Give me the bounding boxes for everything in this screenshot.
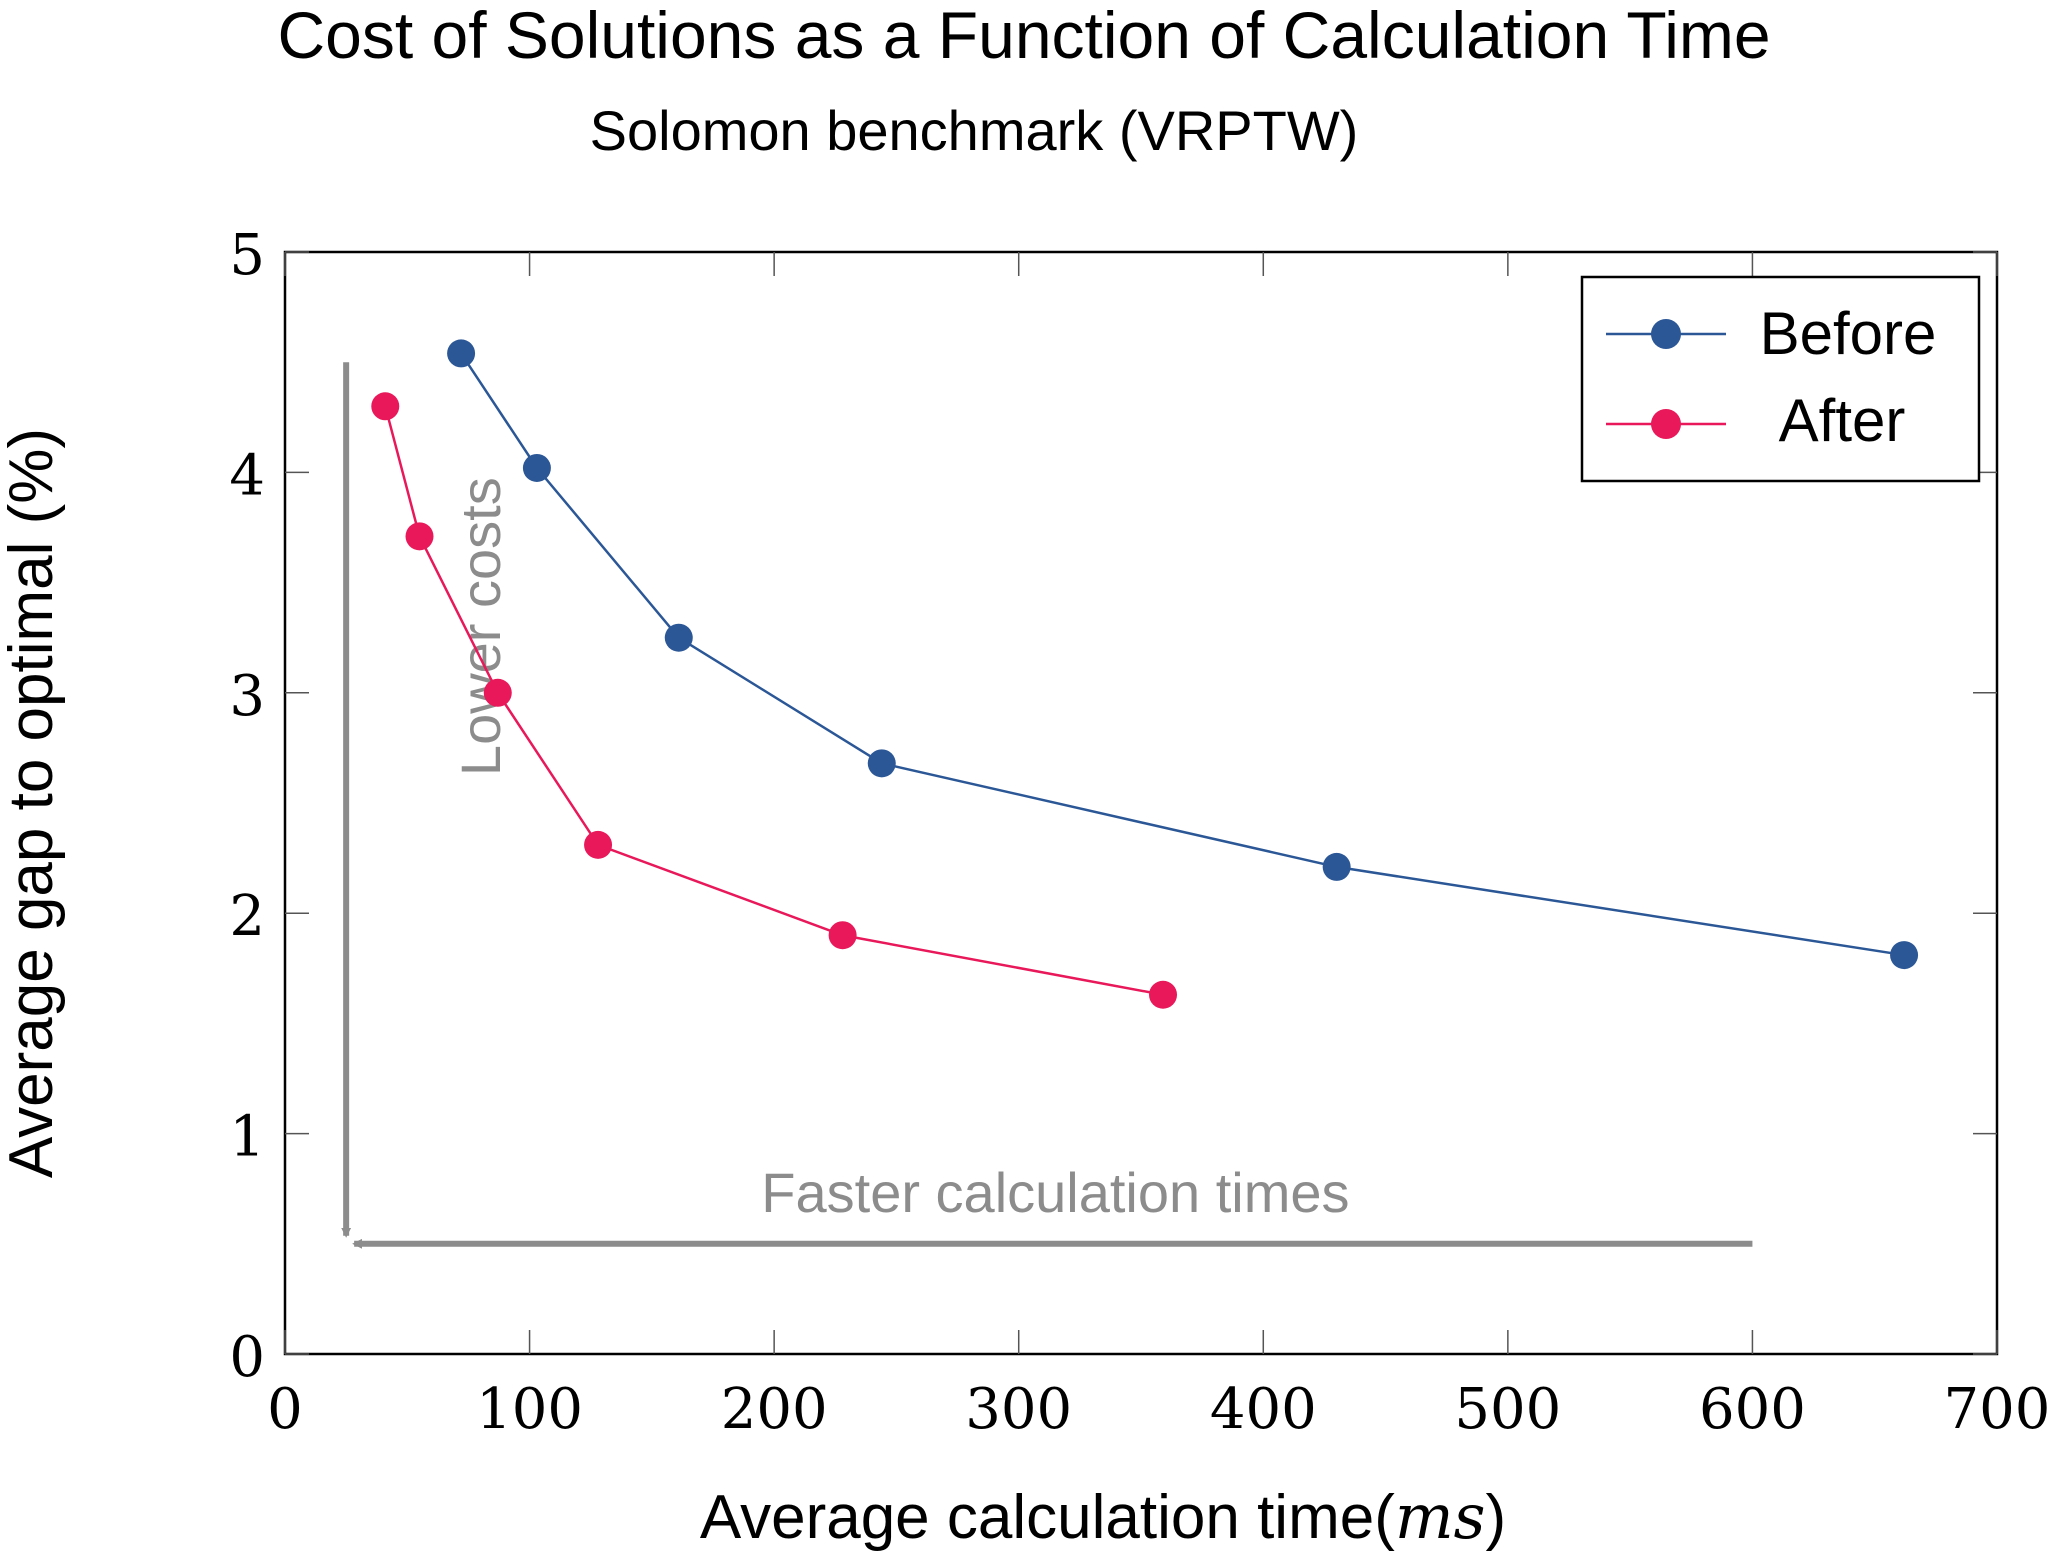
series-line-after — [384, 405, 1164, 996]
x-tick-label: 700 — [1944, 1377, 2048, 1442]
legend-box — [1580, 275, 1981, 483]
legend: Before After — [1580, 275, 1981, 483]
plot-frame — [283, 250, 1999, 1356]
series-line-before — [460, 352, 1905, 957]
data-point-before — [522, 453, 551, 482]
x-tick-label: 500 — [1454, 1377, 1561, 1442]
x-tick-label: 400 — [1210, 1377, 1317, 1442]
data-point-before — [1322, 852, 1351, 881]
legend-marker-before — [1651, 319, 1681, 349]
x-axis-label: Average calculation time(ms) — [700, 1480, 1506, 1553]
x-tick-label: 0 — [267, 1377, 303, 1442]
x-tick-label: 600 — [1699, 1377, 1806, 1442]
y-tick-label: 2 — [229, 884, 265, 949]
series-layer — [371, 339, 1919, 1009]
chart-subtitle: Solomon benchmark (VRPTW) — [590, 99, 1359, 162]
data-point-after — [405, 522, 434, 551]
x-tick-label: 100 — [476, 1377, 583, 1442]
data-point-after — [584, 830, 613, 859]
x-axis-label-unit: ms — [1395, 1480, 1486, 1553]
y-tick-label: 0 — [229, 1325, 265, 1390]
x-tick-label: 300 — [965, 1377, 1072, 1442]
legend-label-before: Before — [1760, 300, 1937, 367]
legend-marker-after — [1651, 409, 1681, 439]
chart-title: Cost of Solutions as a Function of Calcu… — [277, 0, 1770, 72]
x-tick-label: 200 — [721, 1377, 828, 1442]
data-point-before — [867, 749, 896, 778]
x-axis-label-paren-close: ) — [1485, 1483, 1506, 1552]
data-point-after — [371, 392, 400, 421]
y-tick-label: 1 — [229, 1105, 265, 1170]
y-tick-label: 4 — [229, 443, 265, 508]
y-axis-label: Average gap to optimal (%) — [0, 428, 66, 1178]
y-tick-label: 5 — [229, 223, 265, 288]
data-point-before — [664, 623, 693, 652]
lower-costs-label: Lower costs — [449, 477, 512, 776]
data-point-after — [828, 921, 857, 950]
x-axis-label-text: Average calculation time — [700, 1483, 1374, 1552]
data-point-after — [483, 678, 512, 707]
data-point-before — [447, 339, 476, 368]
y-tick-label: 3 — [229, 664, 265, 729]
x-axis-label-paren-open: ( — [1374, 1483, 1395, 1552]
legend-label-after: After — [1779, 387, 1906, 454]
data-point-before — [1890, 941, 1919, 970]
data-point-after — [1149, 980, 1178, 1009]
axis-ticks: 0 100 200 300 400 500 600 700 0 1 2 3 4 5 — [229, 223, 2048, 1442]
annotations: Lower costs Faster calculation times — [341, 362, 1753, 1249]
faster-times-label: Faster calculation times — [761, 1161, 1349, 1224]
